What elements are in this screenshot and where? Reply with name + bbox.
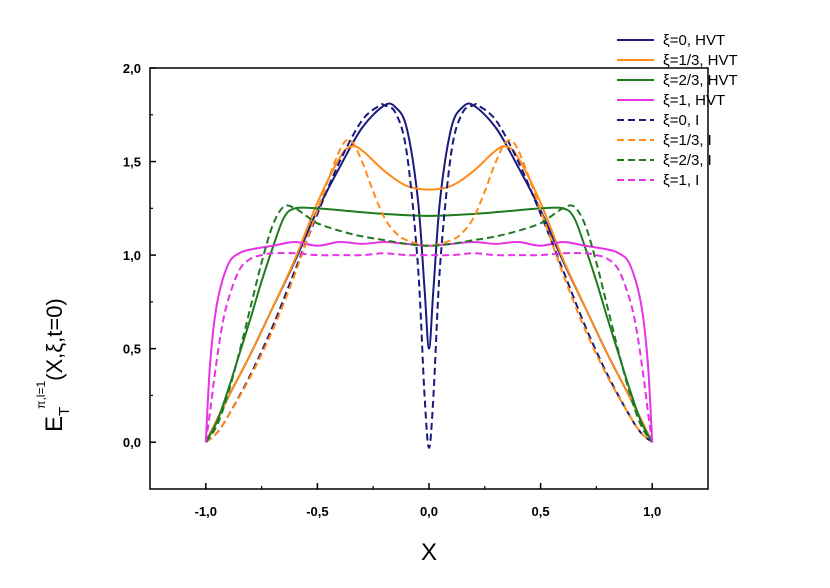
x-axis-title: X	[421, 539, 437, 566]
y-axis-title-subscript: T	[56, 407, 73, 416]
legend-label: ξ=2/3, HVT	[663, 72, 738, 89]
y-axis-title-superscript: π,l=1	[34, 381, 48, 409]
y-tick-label: 0,5	[123, 342, 141, 357]
legend-label: ξ=1, I	[663, 172, 699, 189]
series-line-6	[205, 139, 653, 444]
legend: ξ=0, HVT ξ=1/3, HVT ξ=2/3, HVT ξ=1, HVT ξ=0,…	[617, 32, 738, 189]
legend-label: ξ=1/3, I	[663, 132, 712, 149]
x-tick-label: -1,0	[195, 504, 217, 519]
y-axis-title: ETπ,l=1(X,ξ,t=0)	[34, 298, 73, 432]
legend-label: ξ=0, I	[663, 112, 699, 129]
series-line-8	[204, 252, 654, 443]
x-tick-label: 1,0	[643, 504, 661, 519]
x-tick-label: 0,0	[420, 504, 438, 519]
series-line-3	[204, 206, 654, 443]
y-tick-label: 1,5	[123, 155, 141, 170]
series-layer	[204, 102, 654, 449]
y-axis-title-args: (X,ξ,t=0)	[42, 298, 67, 381]
series-line-1	[204, 102, 654, 443]
legend-label: ξ=2/3, I	[663, 152, 712, 169]
series-line-2	[204, 145, 654, 443]
y-tick-label: 0,0	[123, 435, 141, 450]
y-tick-label: 1,0	[123, 248, 141, 263]
x-tick-label: -0,5	[306, 504, 328, 519]
ticks-layer: -1,0 -0,5 0,0 0,5 1,0 0,0 0,5 1,0 1,5 2,0	[123, 61, 661, 519]
x-tick-label: 0,5	[532, 504, 550, 519]
legend-label: ξ=1, HVT	[663, 92, 725, 109]
plot-frame	[149, 67, 709, 490]
series-line-7	[204, 204, 654, 443]
y-tick-label: 2,0	[123, 61, 141, 76]
legend-label: ξ=0, HVT	[663, 32, 725, 49]
series-line-4	[204, 241, 654, 443]
series-line-5	[205, 102, 653, 449]
y-axis-title-main: E	[41, 416, 68, 432]
legend-label: ξ=1/3, HVT	[663, 52, 738, 69]
